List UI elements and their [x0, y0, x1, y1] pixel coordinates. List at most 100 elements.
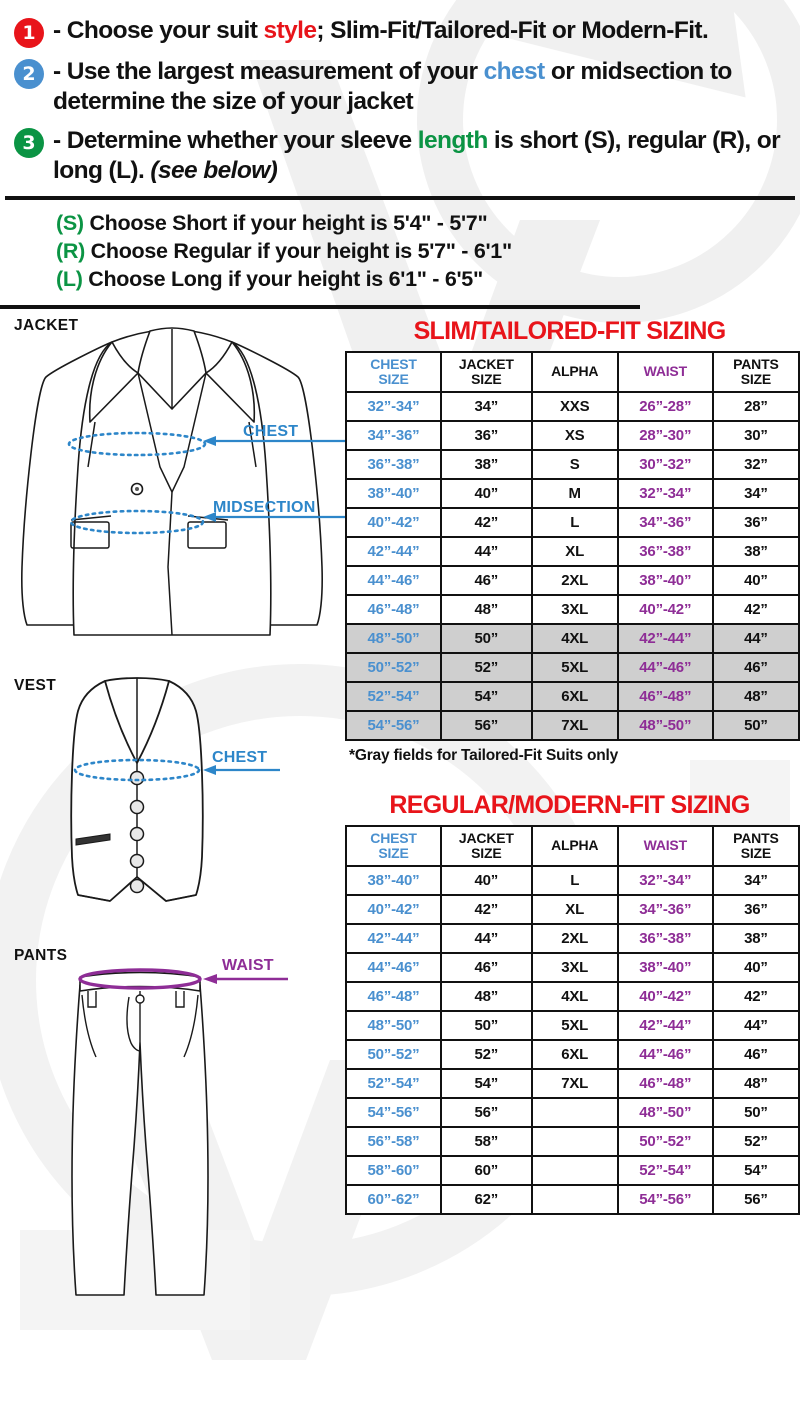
cell-jacket-size: 42” — [442, 895, 531, 923]
figures-column: JACKET — [0, 317, 345, 1307]
table-row: 48”-50” 50” 4XL 42”-44” 44” — [347, 624, 798, 652]
cell-chest-size: 50”-52” — [347, 1040, 441, 1068]
table-row: 54”-56” 56” 7XL 48”-50” 50” — [347, 711, 798, 739]
instruction-dash-1: - — [53, 17, 61, 44]
table-row: 54”-56” 56” 48”-50” 50” — [347, 1098, 798, 1126]
table-row: 50”-52” 52” 6XL 44”-46” 46” — [347, 1040, 798, 1068]
cell-chest-size: 36”-38” — [347, 450, 441, 478]
table-row: 46”-48” 48” 3XL 40”-42” 42” — [347, 595, 798, 623]
cell-jacket-size: 44” — [442, 537, 531, 565]
table1-body: 32”-34” 34” XXS 26”-28” 28” 34”-36” 36” XS 28”-3… — [347, 392, 798, 739]
pants-figure: PANTS — [0, 947, 345, 1307]
instruction-keyword-chest: chest — [483, 58, 546, 85]
cell-jacket-size: 50” — [442, 1011, 531, 1039]
cell-alpha: 4XL — [532, 982, 617, 1010]
table-row: 56”-58” 58” 50”-52” 52” — [347, 1127, 798, 1155]
cell-pants-size: 56” — [713, 1185, 798, 1213]
cell-chest-size: 46”-48” — [347, 982, 441, 1010]
cell-alpha: 3XL — [532, 595, 617, 623]
cell-alpha: 5XL — [532, 653, 617, 681]
cell-alpha: S — [532, 450, 617, 478]
cell-pants-size: 44” — [713, 624, 798, 652]
instruction-dash-2: - — [53, 58, 61, 85]
cell-jacket-size: 46” — [442, 566, 531, 594]
cell-alpha: L — [532, 508, 617, 536]
cell-pants-size: 40” — [713, 566, 798, 594]
cell-jacket-size: 50” — [442, 624, 531, 652]
cell-chest-size: 48”-50” — [347, 624, 441, 652]
height-code-short: (S) — [56, 210, 84, 235]
cell-jacket-size: 52” — [442, 653, 531, 681]
cell-pants-size: 50” — [713, 1098, 798, 1126]
column-header-pants-size: PANTS SIZE — [713, 826, 798, 865]
cell-alpha: 6XL — [532, 682, 617, 710]
cell-pants-size: 34” — [713, 866, 798, 894]
pants-illustration — [71, 967, 288, 1296]
instruction-row-1: 1 - Choose your suit style; Slim-Fit/Tai… — [14, 16, 786, 48]
column-header-alpha: ALPHA — [532, 352, 617, 391]
regular-modern-fit-table: CHEST SIZE JACKET SIZE ALPHA WAIST PANTS SIZE 3… — [345, 824, 800, 1215]
table-row: 36”-38” 38” S 30”-32” 32” — [347, 450, 798, 478]
table-row: 34”-36” 36” XS 28”-30” 30” — [347, 421, 798, 449]
height-guide-block: (S) Choose Short if your height is 5'4" … — [0, 200, 800, 300]
instruction-row-2: 2 - Use the largest measurement of your … — [14, 57, 786, 117]
cell-waist: 34”-36” — [618, 508, 712, 536]
column-header-waist: WAIST — [618, 352, 712, 391]
cell-waist: 44”-46” — [618, 1040, 712, 1068]
cell-waist: 40”-42” — [618, 595, 712, 623]
table-row: 42”-44” 44” 2XL 36”-38” 38” — [347, 924, 798, 952]
height-code-regular: (R) — [56, 238, 85, 263]
cell-waist: 34”-36” — [618, 895, 712, 923]
cell-pants-size: 34” — [713, 479, 798, 507]
vest-illustration — [70, 676, 280, 902]
table-row: 40”-42” 42” XL 34”-36” 36” — [347, 895, 798, 923]
cell-alpha: XXS — [532, 392, 617, 420]
cell-waist: 42”-44” — [618, 1011, 712, 1039]
vest-callout-chest: CHEST — [212, 748, 268, 766]
table-row: 46”-48” 48” 4XL 40”-42” 42” — [347, 982, 798, 1010]
cell-chest-size: 52”-54” — [347, 1069, 441, 1097]
table-row: 38”-40” 40” M 32”-34” 34” — [347, 479, 798, 507]
cell-waist: 46”-48” — [618, 1069, 712, 1097]
jacket-callout-chest: CHEST — [243, 422, 299, 440]
column-header-jacket-size: JACKET SIZE — [442, 352, 531, 391]
cell-pants-size: 30” — [713, 421, 798, 449]
cell-waist: 46”-48” — [618, 682, 712, 710]
cell-jacket-size: 34” — [442, 392, 531, 420]
table-row: 44”-46” 46” 3XL 38”-40” 40” — [347, 953, 798, 981]
table-row: 58”-60” 60” 52”-54” 54” — [347, 1156, 798, 1184]
table-row: 48”-50” 50” 5XL 42”-44” 44” — [347, 1011, 798, 1039]
cell-chest-size: 44”-46” — [347, 953, 441, 981]
cell-jacket-size: 38” — [442, 450, 531, 478]
cell-pants-size: 48” — [713, 682, 798, 710]
cell-chest-size: 38”-40” — [347, 479, 441, 507]
cell-chest-size: 56”-58” — [347, 1127, 441, 1155]
cell-jacket-size: 44” — [442, 924, 531, 952]
table-row: 40”-42” 42” L 34”-36” 36” — [347, 508, 798, 536]
cell-chest-size: 32”-34” — [347, 392, 441, 420]
cell-jacket-size: 54” — [442, 682, 531, 710]
column-header-jacket-size: JACKET SIZE — [442, 826, 531, 865]
instruction-seg-1-0: Choose your suit — [66, 17, 264, 44]
cell-jacket-size: 40” — [442, 479, 531, 507]
cell-chest-size: 46”-48” — [347, 595, 441, 623]
cell-pants-size: 54” — [713, 1156, 798, 1184]
table-row: 44”-46” 46” 2XL 38”-40” 40” — [347, 566, 798, 594]
cell-waist: 38”-40” — [618, 953, 712, 981]
cell-jacket-size: 60” — [442, 1156, 531, 1184]
pants-figure-label: PANTS — [14, 946, 68, 964]
cell-waist: 44”-46” — [618, 653, 712, 681]
cell-alpha: 6XL — [532, 1040, 617, 1068]
table-spacer — [345, 765, 794, 791]
instruction-seg-2-0: Use the largest measurement of your — [66, 58, 484, 85]
cell-chest-size: 40”-42” — [347, 895, 441, 923]
table2-title: REGULAR/MODERN-FIT SIZING — [389, 790, 750, 819]
cell-jacket-size: 36” — [442, 421, 531, 449]
table-row: 38”-40” 40” L 32”-34” 34” — [347, 866, 798, 894]
cell-waist: 48”-50” — [618, 1098, 712, 1126]
instruction-text-1: - Choose your suit style; Slim-Fit/Tailo… — [53, 16, 709, 46]
height-text-regular: Choose Regular if your height is 5'7" - … — [90, 238, 513, 263]
cell-alpha: 3XL — [532, 953, 617, 981]
cell-alpha — [532, 1156, 617, 1184]
